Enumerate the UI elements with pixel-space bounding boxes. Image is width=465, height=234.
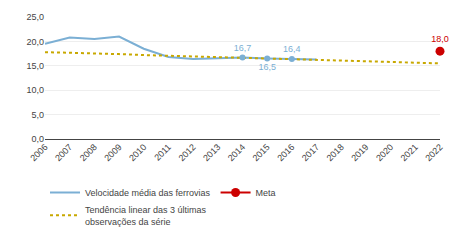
svg-text:20,0: 20,0 bbox=[26, 37, 44, 47]
svg-text:2011: 2011 bbox=[152, 142, 173, 163]
svg-text:2007: 2007 bbox=[53, 142, 74, 163]
svg-text:2012: 2012 bbox=[176, 142, 197, 163]
svg-text:2008: 2008 bbox=[78, 142, 99, 163]
svg-text:2014: 2014 bbox=[226, 142, 247, 163]
svg-text:2020: 2020 bbox=[374, 142, 395, 163]
svg-text:15,0: 15,0 bbox=[26, 61, 44, 71]
svg-text:2016: 2016 bbox=[275, 142, 296, 163]
svg-text:25,0: 25,0 bbox=[26, 12, 44, 22]
svg-text:2009: 2009 bbox=[102, 142, 123, 163]
svg-text:10,0: 10,0 bbox=[26, 85, 44, 95]
svg-text:2019: 2019 bbox=[349, 142, 370, 163]
svg-text:Meta: Meta bbox=[256, 188, 276, 198]
svg-text:5,0: 5,0 bbox=[31, 110, 44, 120]
svg-text:2010: 2010 bbox=[127, 142, 148, 163]
svg-text:2013: 2013 bbox=[201, 142, 222, 163]
svg-text:2017: 2017 bbox=[300, 142, 321, 163]
svg-text:16,4: 16,4 bbox=[283, 44, 301, 54]
svg-text:2022: 2022 bbox=[423, 142, 444, 163]
svg-text:2006: 2006 bbox=[28, 142, 49, 163]
svg-text:Tendência linear das 3 últimas: Tendência linear das 3 últimasobservaçõe… bbox=[85, 205, 207, 227]
svg-text:2021: 2021 bbox=[399, 142, 420, 163]
svg-text:Velocidade média das ferrovias: Velocidade média das ferrovias bbox=[85, 188, 211, 198]
svg-text:2018: 2018 bbox=[325, 142, 346, 163]
svg-text:2015: 2015 bbox=[251, 142, 272, 163]
svg-text:0,0: 0,0 bbox=[31, 134, 44, 144]
svg-text:16,5: 16,5 bbox=[258, 62, 276, 72]
svg-text:18,0: 18,0 bbox=[431, 34, 449, 44]
svg-text:16,7: 16,7 bbox=[234, 43, 252, 53]
